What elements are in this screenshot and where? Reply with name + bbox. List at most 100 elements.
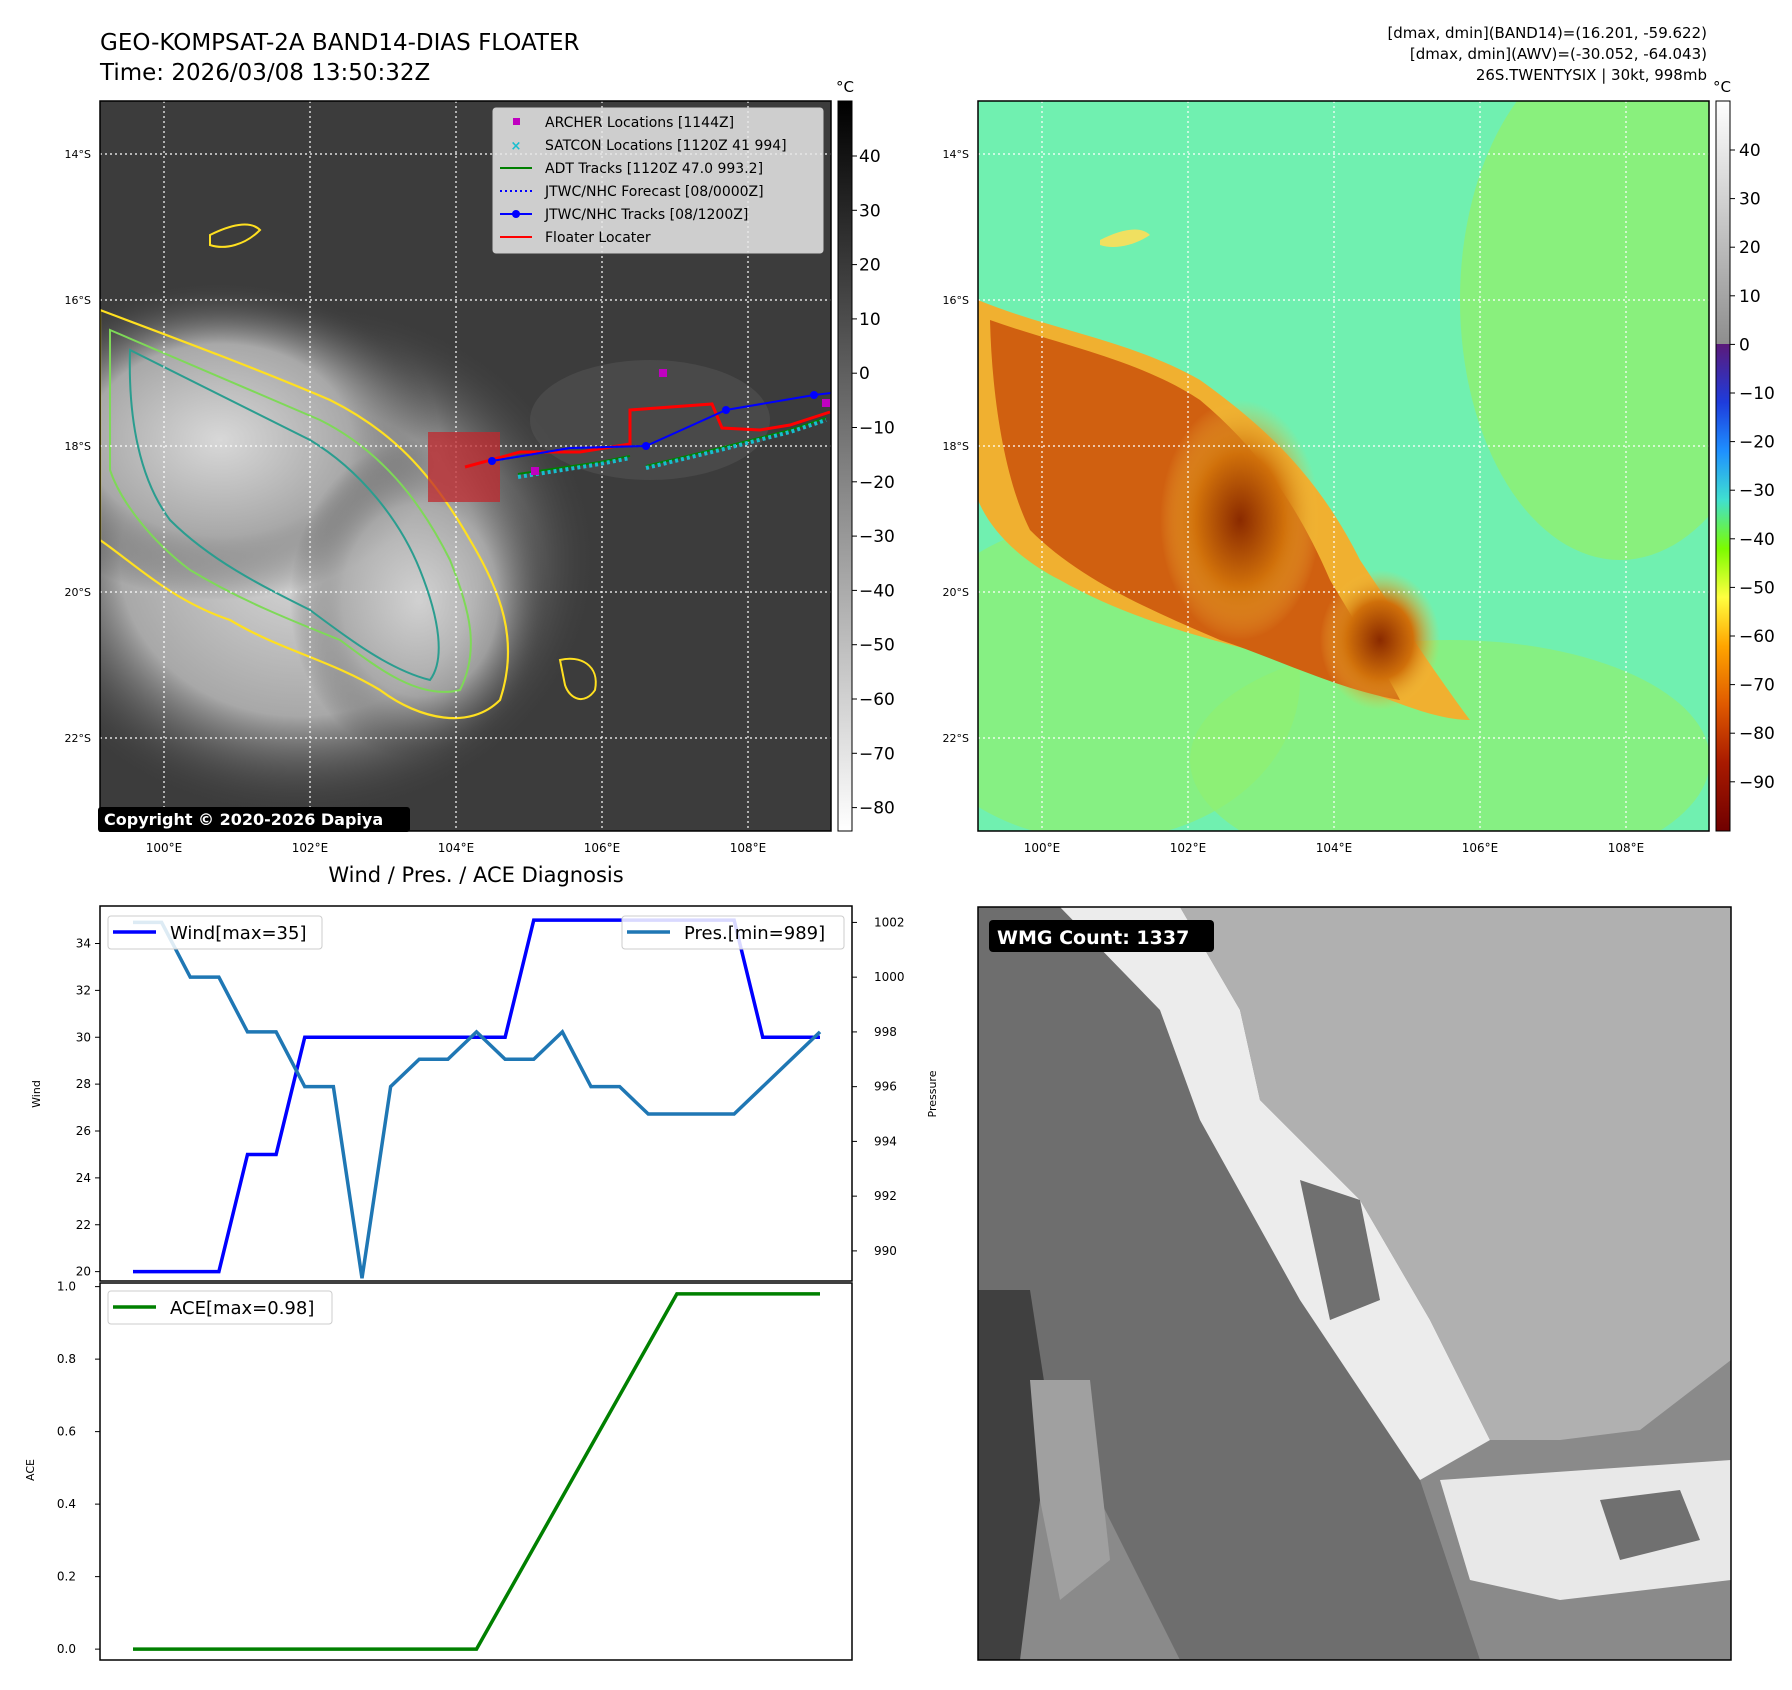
lon-label: 102°E [1170, 841, 1207, 855]
wv-colorbar-tick-label: 20 [1739, 238, 1761, 258]
ir-colorbar-tick-label: −50 [859, 636, 895, 656]
wv-colorbar-tick-label: −50 [1739, 578, 1775, 598]
satcon-locations [517, 456, 631, 479]
lat-label: 20°S [65, 586, 91, 599]
lat-label: 22°S [65, 732, 91, 745]
ir-colorbar-tick-label: −20 [859, 473, 895, 493]
ace-tick-label: 1.0 [57, 1280, 76, 1294]
lat-label: 16°S [943, 294, 969, 307]
figure-time: Time: 2026/03/08 13:50:32Z [99, 60, 430, 86]
wv-lat-labels: 14°S 16°S 18°S 20°S 22°S [943, 148, 969, 745]
ace-tick-label: 0.6 [57, 1425, 76, 1439]
wv-imagery [978, 101, 1709, 831]
legend-forecast-label: JTWC/NHC Forecast [08/0000Z] [544, 184, 764, 200]
legend-adt-label: ADT Tracks [1120Z 47.0 993.2] [545, 161, 763, 177]
wv-colorbar-tick-label: −80 [1739, 724, 1775, 744]
ir-core-contour [128, 348, 440, 682]
lon-label: 106°E [584, 841, 621, 855]
wv-colorbar-tick-label: −90 [1739, 773, 1775, 793]
ir-colorbar-tick-label: 0 [859, 364, 870, 384]
diagnosis-title: Wind / Pres. / ACE Diagnosis [328, 863, 623, 887]
wv-colorbar-tick-label: −70 [1739, 676, 1775, 696]
pressure-tick-label: 990 [874, 1244, 897, 1258]
ir-colorbar-tick-label: −30 [859, 527, 895, 547]
ir-mid-contour [109, 328, 472, 693]
legend-archer-label: ARCHER Locations [1144Z] [545, 115, 734, 131]
legend-archer-marker [513, 118, 520, 125]
wind-tick-label: 24 [76, 1171, 91, 1185]
pressure-tick-label: 994 [874, 1134, 897, 1148]
ir-small-contour [209, 223, 262, 248]
lon-label: 106°E [1462, 841, 1499, 855]
lat-label: 18°S [943, 440, 969, 453]
wv-gridlines [978, 101, 1709, 831]
jtwc-track-point [722, 406, 730, 414]
wv-lon-labels: 100°E 102°E 104°E 106°E 108°E [1024, 841, 1645, 855]
jtwc-track-point [642, 442, 650, 450]
ir-legend: ARCHER Locations [1144Z] × SATCON Locati… [492, 107, 824, 254]
pressure-legend: Pres.[min=989] [621, 915, 845, 950]
copyright-text: Copyright © 2020-2026 Dapiya [104, 810, 383, 829]
archer-location [531, 467, 539, 475]
ace-axis-label: ACE [24, 1459, 37, 1481]
wv-colorbar-tick-label: 40 [1739, 141, 1761, 161]
ace-plot: 0.0 0.2 0.4 0.6 0.8 1.0 ACE ACE[max=0.98] [24, 1280, 853, 1661]
wind-legend: Wind[max=35] [107, 915, 323, 950]
ace-tick-label: 0.0 [57, 1642, 76, 1656]
wind-tick-label: 28 [76, 1077, 91, 1091]
jtwc-track-point [810, 391, 818, 399]
legend-floater-label: Floater Locater [545, 230, 651, 246]
wv-colorbar: °C 40 30 20 10 0 −10 −20 −30 −40 −50 −60 −70 −80 −90 [1713, 78, 1775, 832]
figure-title: GEO-KOMPSAT-2A BAND14-DIAS FLOATER [100, 30, 580, 56]
wmg-count-text: WMG Count: 1337 [997, 927, 1189, 949]
pressure-tick-label: 996 [874, 1080, 897, 1094]
ir-colorbar-tick-label: −80 [859, 799, 895, 819]
stats-line-3: 26S.TWENTYSIX | 30kt, 998mb [1476, 66, 1707, 84]
ir-lat-labels: 14°S 16°S 18°S 20°S 22°S [65, 148, 91, 745]
ir-colorbar-tick-label: −60 [859, 690, 895, 710]
wv-small-feature [1100, 229, 1150, 247]
ir-cloud-imagery [100, 223, 770, 820]
lon-label: 108°E [730, 841, 767, 855]
pressure-tick-label: 1002 [874, 915, 905, 929]
wv-colorbar-tick-label: 30 [1739, 190, 1761, 210]
ace-legend: ACE[max=0.98] [107, 1290, 333, 1325]
legend-jtwc-dot [512, 210, 520, 218]
wind-tick-label: 30 [76, 1030, 91, 1044]
jtwc-track-point [488, 457, 496, 465]
lat-label: 14°S [943, 148, 969, 161]
wind-legend-label: Wind[max=35] [170, 923, 307, 944]
lon-label: 104°E [438, 841, 475, 855]
archer-location [822, 399, 830, 407]
ir-tracks [428, 369, 831, 502]
legend-satcon-label: SATCON Locations [1120Z 41 994] [545, 138, 787, 154]
wmg-imagery [978, 907, 1731, 1660]
wv-colorbar-tick-label: −40 [1739, 530, 1775, 550]
lon-label: 100°E [1024, 841, 1061, 855]
wmg-count-badge [989, 920, 1214, 952]
wv-colorbar-tick-label: −60 [1739, 627, 1775, 647]
wind-tick-label: 34 [76, 937, 91, 951]
ir-cold-cloud-contour [100, 308, 510, 720]
ace-tick-label: 0.2 [57, 1570, 76, 1584]
wv-colorbar-tick-label: −20 [1739, 433, 1775, 453]
ir-colorbar-tick-label: 10 [859, 310, 881, 330]
wind-tick-label: 22 [76, 1218, 91, 1232]
lon-label: 100°E [146, 841, 183, 855]
wind-tick-label: 20 [76, 1265, 91, 1279]
legend-satcon-marker: × [511, 139, 522, 154]
ace-tick-label: 0.8 [57, 1352, 76, 1366]
ir-colorbar: °C 40 30 20 10 0 −10 −20 −30 −40 −50 −60 −70 −80 [836, 78, 895, 832]
lat-label: 20°S [943, 586, 969, 599]
wv-colorbar-tick-label: 0 [1739, 335, 1750, 355]
ir-colorbar-tick-label: 20 [859, 256, 881, 276]
ir-colorbar-tick-label: −70 [859, 744, 895, 764]
ir-lon-labels: 100°E 102°E 104°E 106°E 108°E [146, 841, 767, 855]
lat-label: 22°S [943, 732, 969, 745]
wind-tick-label: 26 [76, 1124, 91, 1138]
wv-map [977, 100, 1710, 832]
wind-axis-label: Wind [30, 1080, 43, 1108]
floater-box [428, 432, 500, 502]
archer-location [659, 369, 667, 377]
